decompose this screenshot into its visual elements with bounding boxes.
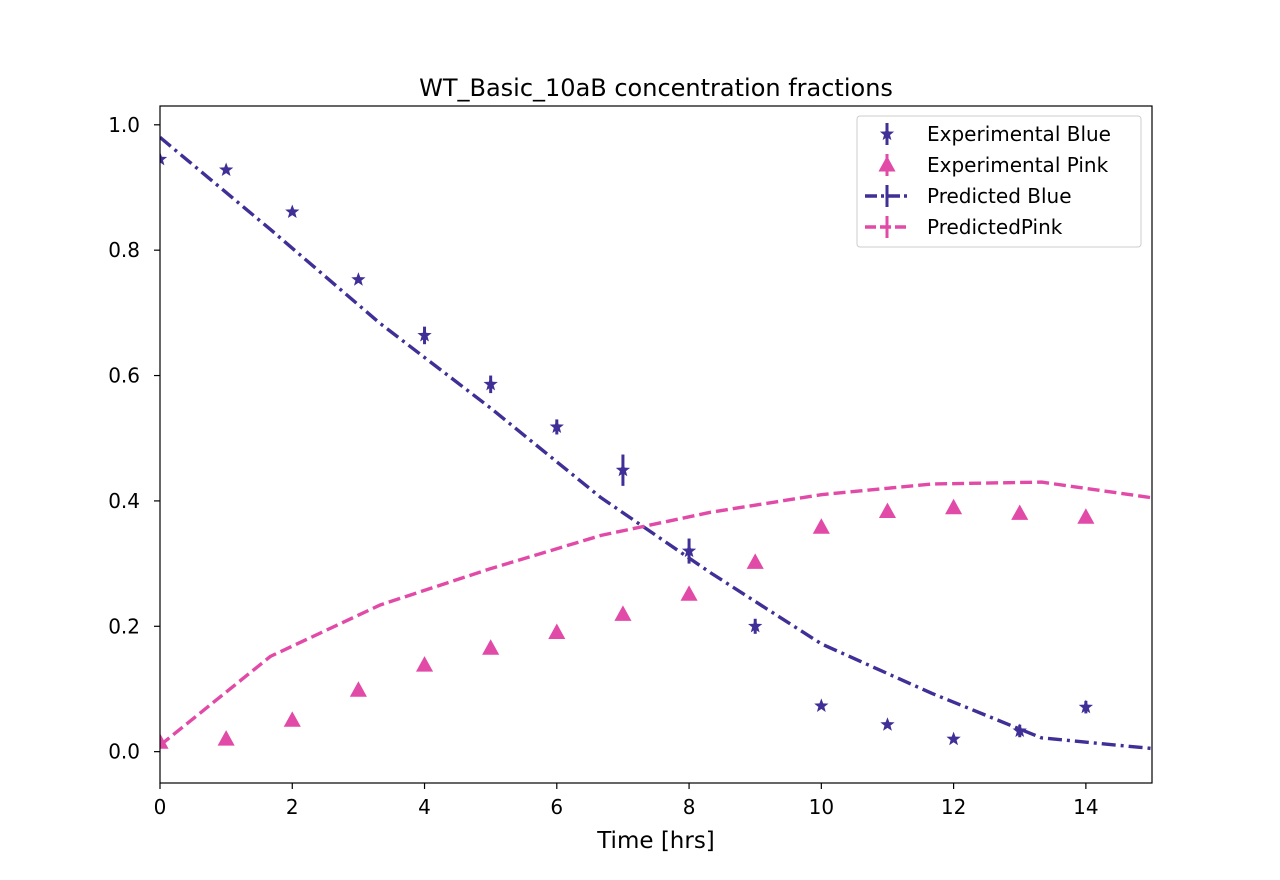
legend-item: Predicted Blue: [865, 184, 1072, 208]
data-point-experimental-pink: [217, 730, 235, 746]
data-point-experimental-blue: [748, 618, 763, 633]
legend-marker: [879, 126, 895, 141]
x-axis-label: Time [hrs]: [596, 828, 715, 854]
chart-title: WT_Basic_10aB concentration fractions: [419, 74, 893, 102]
x-tick-label: 10: [809, 795, 834, 819]
data-point-experimental-blue: [880, 717, 895, 731]
x-axis: 0 2 4 6 8 10 12 14: [154, 783, 1099, 819]
data-point-experimental-pink: [680, 585, 698, 601]
x-tick-label: 2: [286, 795, 299, 819]
data-point-experimental-pink: [878, 502, 897, 519]
legend-item: PredictedPink: [865, 215, 1063, 239]
series-line-predicted-blue: [160, 136, 1152, 751]
x-tick-label: 8: [683, 795, 696, 819]
x-tick-label: 14: [1073, 795, 1098, 819]
series-line-predictedpink: [160, 480, 1152, 747]
y-tick-label: 1.0: [108, 113, 140, 137]
y-tick-label: 0.0: [108, 740, 140, 764]
legend-label: Predicted Blue: [927, 184, 1072, 208]
legend: Experimental Blue Experimental Pink Predic…: [856, 115, 1142, 248]
y-tick-label: 0.6: [108, 364, 140, 388]
data-point-experimental-blue: [549, 419, 564, 434]
legend-label: Experimental Blue: [927, 122, 1111, 146]
series-layer: [160, 136, 1152, 751]
data-point-experimental-pink: [548, 623, 566, 640]
legend-marker: [878, 156, 896, 172]
data-point-experimental-blue: [946, 731, 961, 746]
y-tick-label: 0.2: [108, 614, 140, 638]
legend-item: Experimental Pink: [878, 153, 1109, 177]
data-point-experimental-blue: [219, 162, 234, 177]
x-tick-label: 6: [550, 795, 563, 819]
data-point-experimental-pink: [1077, 508, 1095, 524]
plot-frame: [159, 105, 1153, 784]
data-point-experimental-pink: [812, 518, 830, 534]
y-tick-label: 0.4: [108, 489, 140, 513]
legend-label: PredictedPink: [927, 215, 1063, 239]
data-point-experimental-blue: [615, 462, 631, 477]
data-point-experimental-pink: [614, 605, 632, 621]
data-point-experimental-blue: [681, 543, 697, 558]
data-point-experimental-blue: [285, 204, 300, 219]
data-point-experimental-pink: [283, 711, 301, 727]
data-point-experimental-blue: [1078, 699, 1093, 714]
y-tick-label: 0.8: [108, 238, 140, 262]
y-axis: 0.0 0.2 0.4 0.6 0.8 1.0: [108, 113, 160, 764]
x-tick-label: 0: [154, 795, 167, 819]
data-point-experimental-blue: [1012, 723, 1027, 738]
data-point-experimental-blue: [814, 698, 829, 712]
data-point-experimental-blue: [160, 151, 168, 166]
data-point-experimental-pink: [415, 656, 434, 672]
data-point-experimental-pink: [482, 639, 500, 655]
data-point-experimental-pink: [349, 681, 367, 697]
data-point-experimental-pink: [1011, 504, 1029, 520]
x-tick-label: 4: [418, 795, 431, 819]
x-tick-label: 12: [941, 795, 966, 819]
data-point-experimental-blue: [351, 272, 366, 286]
legend-item: Experimental Blue: [879, 122, 1111, 146]
data-point-experimental-blue: [483, 376, 498, 391]
data-point-experimental-pink: [945, 498, 963, 515]
legend-label: Experimental Pink: [927, 153, 1109, 177]
data-point-experimental-blue: [417, 327, 432, 342]
legend-box: [856, 115, 1142, 248]
data-point-experimental-pink: [746, 553, 764, 569]
